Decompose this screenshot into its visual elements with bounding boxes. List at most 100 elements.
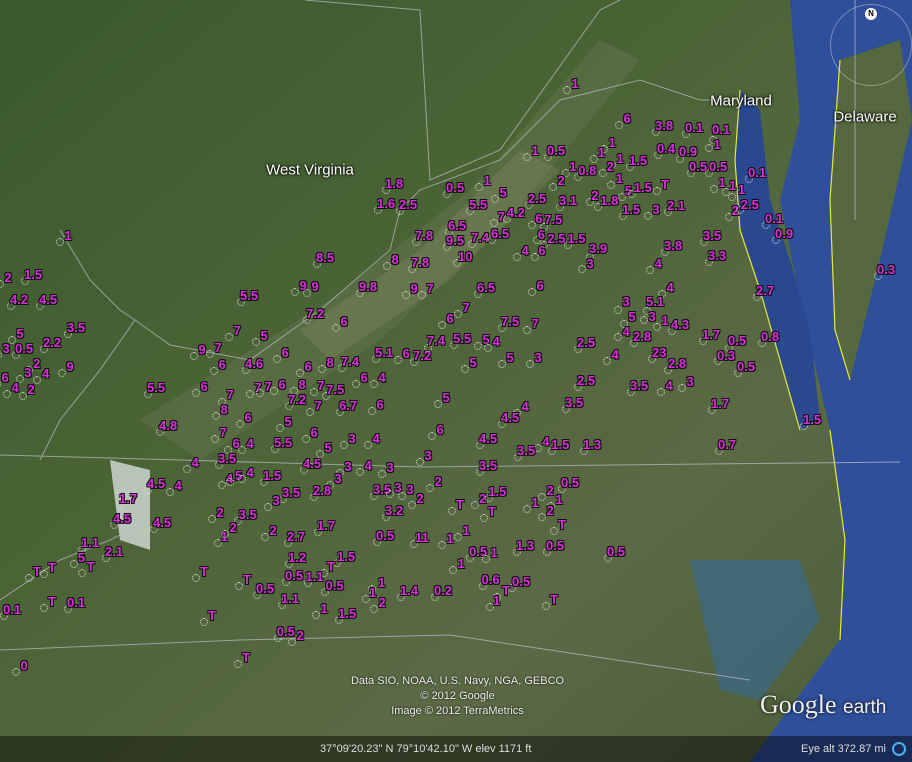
snowfall-label[interactable]: 5 [284,413,292,429]
north-icon[interactable]: N [865,8,877,20]
station-marker-icon[interactable] [214,539,222,547]
station-marker-icon[interactable] [653,323,661,331]
station-marker-icon[interactable] [310,388,318,396]
snowfall-label[interactable]: 2 [229,519,237,535]
snowfall-label[interactable]: 3 [272,492,280,508]
snowfall-label[interactable]: 1.5 [629,152,648,168]
snowfall-label[interactable]: 5 [628,309,636,325]
snowfall-label[interactable]: 6 [200,378,208,394]
station-marker-icon[interactable] [474,290,482,298]
snowfall-label[interactable]: 4 [246,435,254,451]
station-marker-icon[interactable] [578,265,586,273]
station-marker-icon[interactable] [394,356,402,364]
station-marker-icon[interactable] [668,327,676,335]
snowfall-label[interactable]: 5.5 [453,330,472,346]
snowfall-label[interactable]: 1 [608,134,616,150]
snowfall-label[interactable]: 0.5 [512,573,531,589]
station-marker-icon[interactable] [728,193,736,201]
station-marker-icon[interactable] [252,338,260,346]
snowfall-label[interactable]: 4 [378,369,386,385]
station-marker-icon[interactable] [322,392,330,400]
station-marker-icon[interactable] [256,389,264,397]
snowfall-label[interactable]: 2 [4,269,12,285]
snowfall-label[interactable]: 1 [531,494,539,510]
snowfall-label[interactable]: 2.8 [313,482,332,498]
station-marker-icon[interactable] [33,376,41,384]
snowfall-label[interactable]: T [242,649,250,665]
station-marker-icon[interactable] [594,203,602,211]
station-marker-icon[interactable] [426,484,434,492]
station-marker-icon[interactable] [479,582,487,590]
station-marker-icon[interactable] [574,173,582,181]
snowfall-label[interactable]: 1.5 [338,605,357,621]
station-marker-icon[interactable] [0,612,8,620]
station-marker-icon[interactable] [313,260,321,268]
snowfall-label[interactable]: 6 [360,369,368,385]
snowfall-label[interactable]: 1.5 [622,201,641,217]
snowfall-label[interactable]: 2 [216,504,224,520]
station-marker-icon[interactable] [382,513,390,521]
snowfall-label[interactable]: 8 [326,354,334,370]
station-marker-icon[interactable] [333,559,341,567]
station-marker-icon[interactable] [544,153,552,161]
snowfall-label[interactable]: 9 [66,358,74,374]
station-marker-icon[interactable] [664,366,672,374]
snowfall-label[interactable]: 3.8 [664,237,683,253]
snowfall-label[interactable]: 7.4 [341,353,360,369]
station-marker-icon[interactable] [271,445,279,453]
snowfall-label[interactable]: 1 [661,312,669,328]
station-marker-icon[interactable] [237,298,245,306]
snowfall-label[interactable]: 6 [446,310,454,326]
snowfall-label[interactable]: 1.3 [516,537,535,553]
snowfall-label[interactable]: 5.5 [147,379,166,395]
station-marker-icon[interactable] [438,321,446,329]
snowfall-label[interactable]: 7 [314,397,322,413]
station-marker-icon[interactable] [525,201,533,209]
station-marker-icon[interactable] [40,570,48,578]
station-marker-icon[interactable] [620,320,628,328]
snowfall-label[interactable]: 3.2 [385,502,404,518]
station-marker-icon[interactable] [762,221,770,229]
station-marker-icon[interactable] [402,291,410,299]
snowfall-label[interactable]: 3.5 [238,506,257,522]
snowfall-label[interactable]: 4.3 [671,316,690,332]
snowfall-label[interactable]: 6 [310,424,318,440]
station-marker-icon[interactable] [274,634,282,642]
station-marker-icon[interactable] [8,336,16,344]
station-marker-icon[interactable] [284,539,292,547]
station-marker-icon[interactable] [503,215,511,223]
snowfall-label[interactable]: 6 [281,344,289,360]
station-marker-icon[interactable] [628,190,636,198]
station-marker-icon[interactable] [370,380,378,388]
snowfall-label[interactable]: 7 [219,424,227,440]
snowfall-label[interactable]: 2.8 [633,328,652,344]
snowfall-label[interactable]: T [558,516,566,532]
snowfall-label[interactable]: 6 [538,242,546,258]
station-marker-icon[interactable] [383,262,391,270]
station-marker-icon[interactable] [260,478,268,486]
snowfall-label[interactable]: 9.5 [446,232,465,248]
station-marker-icon[interactable] [658,290,666,298]
station-marker-icon[interactable] [523,505,531,513]
station-marker-icon[interactable] [370,605,378,613]
station-marker-icon[interactable] [285,560,293,568]
station-marker-icon[interactable] [290,387,298,395]
snowfall-label[interactable]: 4 [372,430,380,446]
snowfall-label[interactable]: 7 [317,377,325,393]
station-marker-icon[interactable] [40,345,48,353]
station-marker-icon[interactable] [12,668,20,676]
snowfall-label[interactable]: 7.4 [471,229,490,245]
snowfall-label[interactable]: 7 [226,387,234,402]
station-marker-icon[interactable] [410,540,418,548]
snowfall-label[interactable]: 4 [521,242,529,258]
station-marker-icon[interactable] [736,206,744,214]
station-marker-icon[interactable] [408,501,416,509]
station-marker-icon[interactable] [548,447,556,455]
snowfall-label[interactable]: 3.1 [559,192,578,208]
station-marker-icon[interactable] [78,546,86,554]
snowfall-label[interactable]: 0.5 [737,358,756,374]
snowfall-label[interactable]: 2.5 [528,190,547,206]
snowfall-label[interactable]: T [200,563,208,579]
station-marker-icon[interactable] [362,595,370,603]
